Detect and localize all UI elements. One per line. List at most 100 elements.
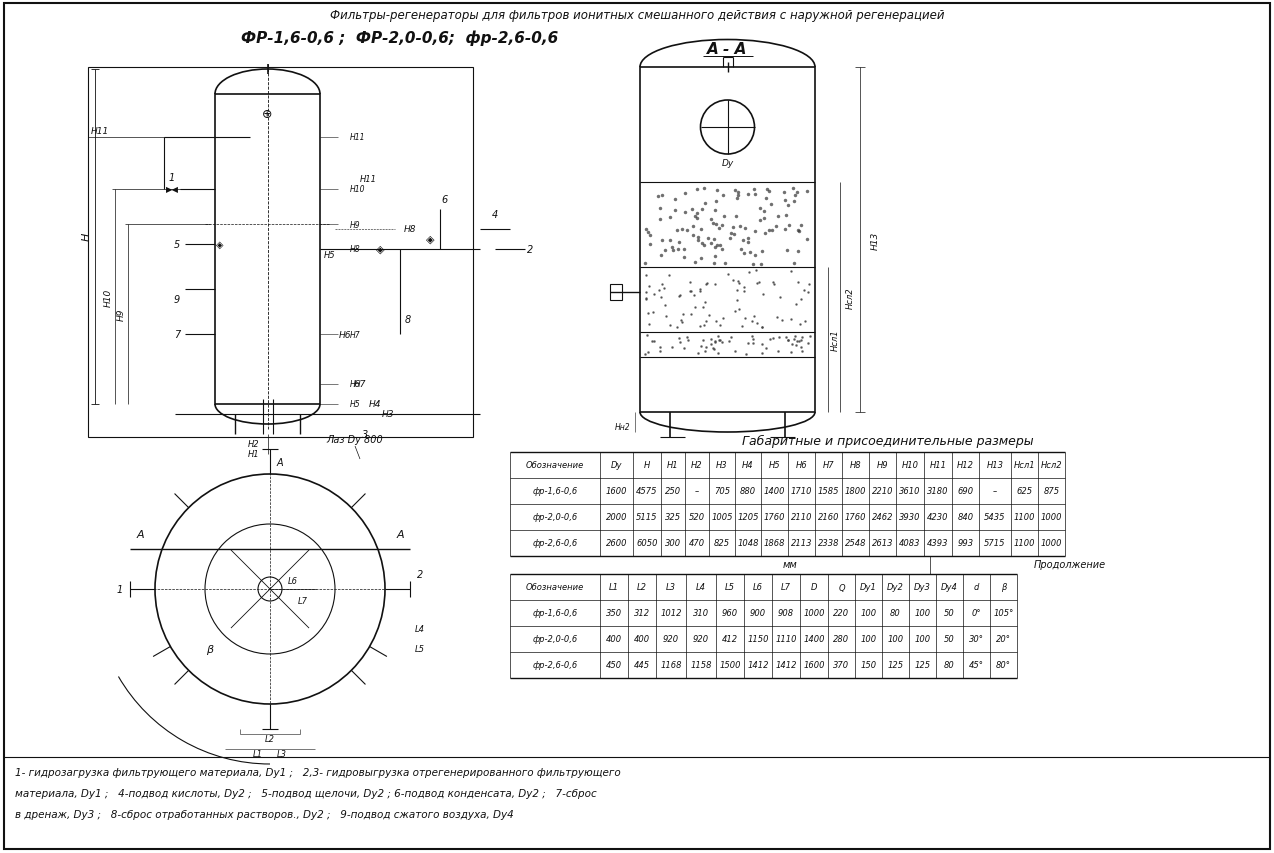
Text: 2600: 2600 <box>605 539 627 548</box>
Text: L7: L7 <box>781 583 791 592</box>
Text: 3: 3 <box>362 430 368 439</box>
Text: H8: H8 <box>350 245 361 254</box>
Text: 1800: 1800 <box>845 487 866 496</box>
Text: 1168: 1168 <box>660 661 682 670</box>
Bar <box>610 285 622 300</box>
Text: 1500: 1500 <box>720 661 740 670</box>
Text: H13: H13 <box>986 461 1004 470</box>
Text: L2: L2 <box>265 734 275 744</box>
Text: Нн2: Нн2 <box>614 423 631 432</box>
Text: 2000: 2000 <box>605 513 627 522</box>
Text: ◈: ◈ <box>426 235 434 245</box>
Text: 100: 100 <box>860 635 877 644</box>
Text: 908: 908 <box>778 609 794 618</box>
Text: Нсл2: Нсл2 <box>846 287 855 309</box>
Bar <box>88 68 473 438</box>
Text: 445: 445 <box>634 661 650 670</box>
Text: 6: 6 <box>442 194 448 205</box>
Text: 125: 125 <box>888 661 903 670</box>
Text: 310: 310 <box>693 609 710 618</box>
Text: 1400: 1400 <box>763 487 785 496</box>
Text: 1400: 1400 <box>803 635 824 644</box>
Text: L6: L6 <box>753 583 763 592</box>
Text: 50: 50 <box>944 635 956 644</box>
Text: 100: 100 <box>915 609 930 618</box>
Text: H2: H2 <box>692 461 703 470</box>
Text: 1000: 1000 <box>803 609 824 618</box>
Text: 30°: 30° <box>970 635 984 644</box>
Text: A: A <box>276 457 283 467</box>
Text: A: A <box>396 530 404 539</box>
Text: 1600: 1600 <box>605 487 627 496</box>
Text: 1205: 1205 <box>738 513 759 522</box>
Text: H7: H7 <box>350 330 361 339</box>
Text: 840: 840 <box>958 513 973 522</box>
Text: Dy3: Dy3 <box>913 583 931 592</box>
Text: 1000: 1000 <box>1041 513 1063 522</box>
Text: 6050: 6050 <box>636 539 657 548</box>
Text: мм: мм <box>782 560 798 569</box>
Text: 1760: 1760 <box>763 513 785 522</box>
Text: 2: 2 <box>527 245 533 255</box>
Text: H5: H5 <box>324 250 336 259</box>
Text: 470: 470 <box>689 539 705 548</box>
Text: H10: H10 <box>902 461 919 470</box>
Text: 2110: 2110 <box>791 513 813 522</box>
Text: L1: L1 <box>609 583 619 592</box>
Text: H10: H10 <box>103 288 112 306</box>
Text: β: β <box>206 644 214 654</box>
Text: H2: H2 <box>248 440 260 449</box>
Text: 0°: 0° <box>972 609 981 618</box>
Text: 2210: 2210 <box>871 487 893 496</box>
Text: Габаритные и присоединительные размеры: Габаритные и присоединительные размеры <box>741 434 1033 447</box>
Text: 2548: 2548 <box>845 539 866 548</box>
Text: 1- гидрозагрузка фильтрующего материала, Dy1 ;   2,3- гидровыгрузка отрегенериро: 1- гидрозагрузка фильтрующего материала,… <box>15 767 620 777</box>
Text: 2338: 2338 <box>818 539 840 548</box>
Text: H3: H3 <box>382 410 394 419</box>
Text: 5: 5 <box>173 240 180 250</box>
Text: фр-2,6-0,6: фр-2,6-0,6 <box>533 661 577 670</box>
Text: 4083: 4083 <box>899 539 921 548</box>
Text: d: d <box>973 583 980 592</box>
Text: материала, Dy1 ;   4-подвод кислоты, Dy2 ;   5-подвод щелочи, Dy2 ; 6-подвод кон: материала, Dy1 ; 4-подвод кислоты, Dy2 ;… <box>15 788 596 798</box>
Text: Dy2: Dy2 <box>887 583 905 592</box>
Text: H4: H4 <box>743 461 754 470</box>
Text: L3: L3 <box>276 750 287 758</box>
Text: 1150: 1150 <box>748 635 768 644</box>
Text: А - А: А - А <box>707 43 748 57</box>
Text: 50: 50 <box>944 609 956 618</box>
Text: H: H <box>643 461 650 470</box>
Text: ФР-1,6-0,6 ;  ФР-2,0-0,6;  фр-2,6-0,6: ФР-1,6-0,6 ; ФР-2,0-0,6; фр-2,6-0,6 <box>241 30 558 46</box>
Text: 920: 920 <box>662 635 679 644</box>
Text: 1012: 1012 <box>660 609 682 618</box>
Text: 1412: 1412 <box>748 661 768 670</box>
Text: 20°: 20° <box>996 635 1012 644</box>
Text: Hсл1: Hсл1 <box>1014 461 1036 470</box>
Text: L7: L7 <box>298 597 307 606</box>
Text: 220: 220 <box>833 609 850 618</box>
Text: Dy4: Dy4 <box>941 583 958 592</box>
Text: A: A <box>136 530 144 539</box>
Text: β: β <box>1001 583 1006 592</box>
Text: 875: 875 <box>1043 487 1060 496</box>
Text: –: – <box>992 487 998 496</box>
Text: 412: 412 <box>722 635 738 644</box>
Text: H5: H5 <box>350 400 361 409</box>
Text: 5115: 5115 <box>636 513 657 522</box>
Text: 1005: 1005 <box>711 513 733 522</box>
Text: Продолжение: Продолжение <box>1034 560 1106 569</box>
Text: H9: H9 <box>877 461 888 470</box>
Text: ▶◀: ▶◀ <box>166 185 178 194</box>
Text: фр-1,6-0,6: фр-1,6-0,6 <box>533 487 577 496</box>
Text: 5435: 5435 <box>985 513 1005 522</box>
Text: L3: L3 <box>666 583 676 592</box>
Text: H: H <box>82 233 92 241</box>
Text: 690: 690 <box>958 487 973 496</box>
Text: 4575: 4575 <box>636 487 657 496</box>
Text: L5: L5 <box>725 583 735 592</box>
Text: 2: 2 <box>417 569 423 579</box>
Text: 4: 4 <box>492 210 498 220</box>
Text: H6: H6 <box>339 330 352 339</box>
Text: 150: 150 <box>860 661 877 670</box>
Text: 1158: 1158 <box>691 661 712 670</box>
